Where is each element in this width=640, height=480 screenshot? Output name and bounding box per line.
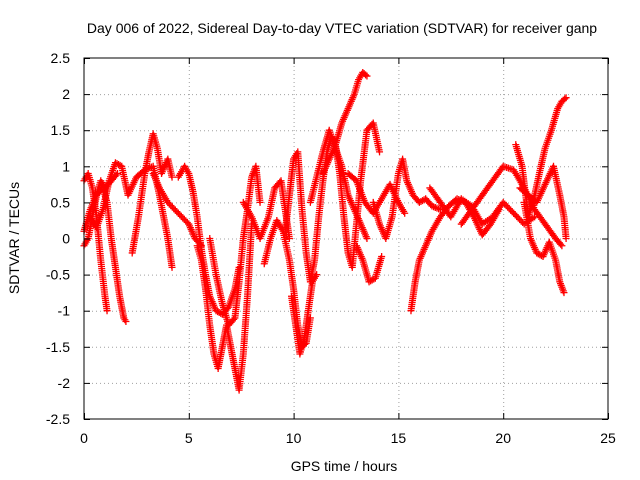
y-tick-label: -0.5 bbox=[46, 267, 70, 283]
y-tick-label: 0.5 bbox=[51, 194, 71, 210]
trace-point bbox=[504, 203, 512, 211]
trace-point bbox=[180, 215, 188, 223]
trace-point bbox=[435, 205, 443, 213]
data-point bbox=[168, 173, 176, 181]
x-tick-label: 5 bbox=[185, 430, 193, 446]
trace-point bbox=[516, 215, 524, 223]
trace-point bbox=[431, 203, 439, 211]
trace-point bbox=[173, 208, 181, 216]
trace-point bbox=[507, 206, 515, 214]
trace-point bbox=[433, 204, 441, 212]
data-point bbox=[401, 209, 409, 217]
data-point bbox=[428, 202, 436, 210]
data-point bbox=[499, 198, 507, 206]
data-point bbox=[114, 170, 122, 178]
trace-point bbox=[430, 203, 438, 211]
trace-point bbox=[511, 211, 519, 219]
y-tick-label: -2 bbox=[58, 375, 71, 391]
data-point bbox=[313, 271, 321, 279]
y-tick-label: -1.5 bbox=[46, 339, 70, 355]
data-point bbox=[378, 253, 386, 261]
trace-point bbox=[165, 200, 173, 208]
data-point bbox=[562, 94, 570, 102]
trace-point bbox=[230, 315, 238, 323]
trace-point bbox=[561, 95, 569, 103]
y-axis-label: SDTVAR / TECUs bbox=[6, 182, 22, 294]
trace-point bbox=[182, 217, 190, 225]
data-point bbox=[122, 318, 130, 326]
trace-point bbox=[513, 212, 521, 220]
trace-point bbox=[502, 201, 510, 209]
axes: 0 5 10 15 20 25 -2.5 -2 -1.5 -1 -0.5 0 0.5 1 1.5 2 2.5 bbox=[46, 50, 616, 446]
y-tick-label: 1.5 bbox=[51, 122, 71, 138]
trace-point bbox=[176, 211, 184, 219]
y-tick-label: -1 bbox=[58, 303, 71, 319]
data-point bbox=[256, 198, 264, 206]
trace-point bbox=[167, 201, 175, 209]
data-point bbox=[510, 209, 518, 217]
x-tick-label: 15 bbox=[391, 430, 407, 446]
data-point bbox=[363, 235, 371, 242]
plot-frame bbox=[83, 57, 609, 420]
trace-point bbox=[517, 217, 525, 225]
y-tick-label: 2.5 bbox=[51, 50, 71, 66]
x-tick-label: 10 bbox=[286, 430, 302, 446]
x-tick-label: 20 bbox=[495, 430, 511, 446]
data-point bbox=[103, 307, 111, 315]
trace-point bbox=[514, 214, 522, 222]
trace-point bbox=[508, 208, 516, 216]
x-tick-label: 0 bbox=[80, 430, 88, 446]
trace-point bbox=[171, 206, 179, 214]
x-tick-label: 25 bbox=[600, 430, 616, 446]
trace-point bbox=[177, 212, 185, 220]
trace-point bbox=[505, 205, 513, 213]
data-point bbox=[363, 72, 371, 80]
y-tick-label: 1 bbox=[62, 158, 70, 174]
trace-point bbox=[179, 214, 187, 222]
trace-point bbox=[168, 203, 176, 211]
y-tick-label: 2 bbox=[62, 86, 70, 102]
trace-point bbox=[170, 205, 178, 213]
data-point bbox=[376, 148, 384, 156]
data-point bbox=[560, 289, 568, 297]
data-point bbox=[164, 198, 172, 206]
trace-point bbox=[501, 200, 509, 208]
trace-point bbox=[362, 71, 370, 79]
y-tick-label: -2.5 bbox=[46, 411, 70, 427]
data-point bbox=[558, 242, 566, 250]
x-axis-label: GPS time / hours bbox=[291, 458, 398, 474]
trace-point bbox=[557, 240, 565, 248]
chart-title: Day 006 of 2022, Sidereal Day-to-day VTE… bbox=[87, 20, 597, 36]
data-point bbox=[562, 235, 570, 242]
data-points bbox=[80, 68, 570, 394]
data-point bbox=[168, 263, 176, 271]
data-point bbox=[285, 235, 293, 242]
data-point bbox=[174, 209, 182, 217]
y-tick-label: 0 bbox=[62, 231, 70, 247]
